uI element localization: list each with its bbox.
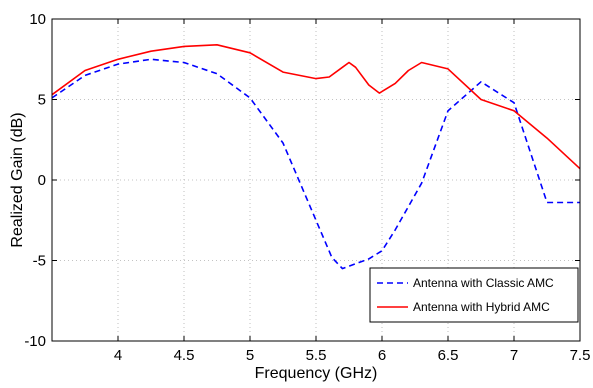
x-tick-label: 7 xyxy=(510,347,518,364)
x-tick-label: 7.5 xyxy=(570,347,591,364)
x-tick-label: 5 xyxy=(246,347,254,364)
legend-box xyxy=(369,267,579,323)
y-tick-label: 0 xyxy=(38,172,46,189)
y-axis-label: Realized Gain (dB) xyxy=(9,112,26,247)
series-lines xyxy=(51,43,581,270)
axis-ticks: 4 4.5 5 5.5 6 6.5 7 7.5 10 5 0 -5 -10 xyxy=(24,11,590,364)
legend-label-classic-amc: Antenna with Classic AMC xyxy=(413,276,554,290)
x-tick-label: 6.5 xyxy=(438,347,459,364)
x-axis-label: Frequency (GHz) xyxy=(255,365,378,382)
y-tick-label: 10 xyxy=(29,11,46,28)
legend: Antenna with Classic AMC Antenna with Hy… xyxy=(369,267,579,323)
x-tick-label: 4.5 xyxy=(174,347,195,364)
series-line-classic-amc xyxy=(51,58,580,270)
x-tick-label: 4 xyxy=(114,347,122,364)
y-tick-label: -5 xyxy=(33,253,46,270)
series-line-hybrid-amc xyxy=(51,43,581,170)
legend-label-hybrid-amc: Antenna with Hybrid AMC xyxy=(413,300,550,314)
y-tick-label: 5 xyxy=(38,92,46,109)
x-tick-label: 6 xyxy=(378,347,386,364)
x-tick-label: 5.5 xyxy=(306,347,327,364)
y-tick-label: -10 xyxy=(24,333,46,350)
